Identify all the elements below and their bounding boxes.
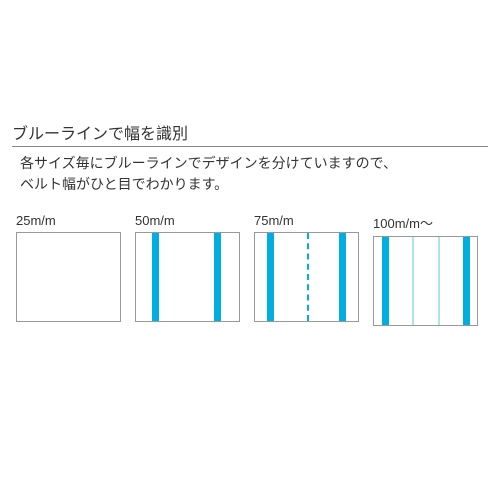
stripe-solid xyxy=(152,233,159,321)
stripe-solid xyxy=(382,237,389,325)
stripe-thin xyxy=(412,237,414,325)
description: 各サイズ毎にブルーラインでデザインを分けていますので、 ベルト幅がひと目でわかり… xyxy=(20,153,488,195)
sample-label: 25m/m xyxy=(16,213,121,228)
sample-label: 50m/m xyxy=(135,213,240,228)
sample-label: 75m/m xyxy=(254,213,359,228)
sample-label: 100m/m～ xyxy=(373,213,478,232)
stripe-solid xyxy=(214,233,221,321)
description-line-2: ベルト幅がひと目でわかります。 xyxy=(20,176,228,192)
sample-25: 25m/m xyxy=(16,213,121,326)
swatch-100 xyxy=(373,236,478,326)
title-row: ブルーラインで幅を識別 xyxy=(12,120,488,147)
sample-50: 50m/m xyxy=(135,213,240,326)
description-line-1: 各サイズ毎にブルーラインでデザインを分けていますので、 xyxy=(20,155,397,171)
title: ブルーラインで幅を識別 xyxy=(12,120,488,144)
swatch-25 xyxy=(16,232,121,322)
stripe-dashed xyxy=(307,233,309,321)
stripe-thin xyxy=(438,237,440,325)
swatch-50 xyxy=(135,232,240,322)
samples-row: 25m/m 50m/m 75m/m 100m/m～ xyxy=(16,213,488,326)
sample-100: 100m/m～ xyxy=(373,213,478,326)
diagram-container: ブルーラインで幅を識別 各サイズ毎にブルーラインでデザインを分けていますので、 … xyxy=(0,0,500,326)
swatch-75 xyxy=(254,232,359,322)
stripe-solid xyxy=(339,233,346,321)
stripe-solid xyxy=(463,237,470,325)
stripe-solid xyxy=(267,233,274,321)
sample-75: 75m/m xyxy=(254,213,359,326)
